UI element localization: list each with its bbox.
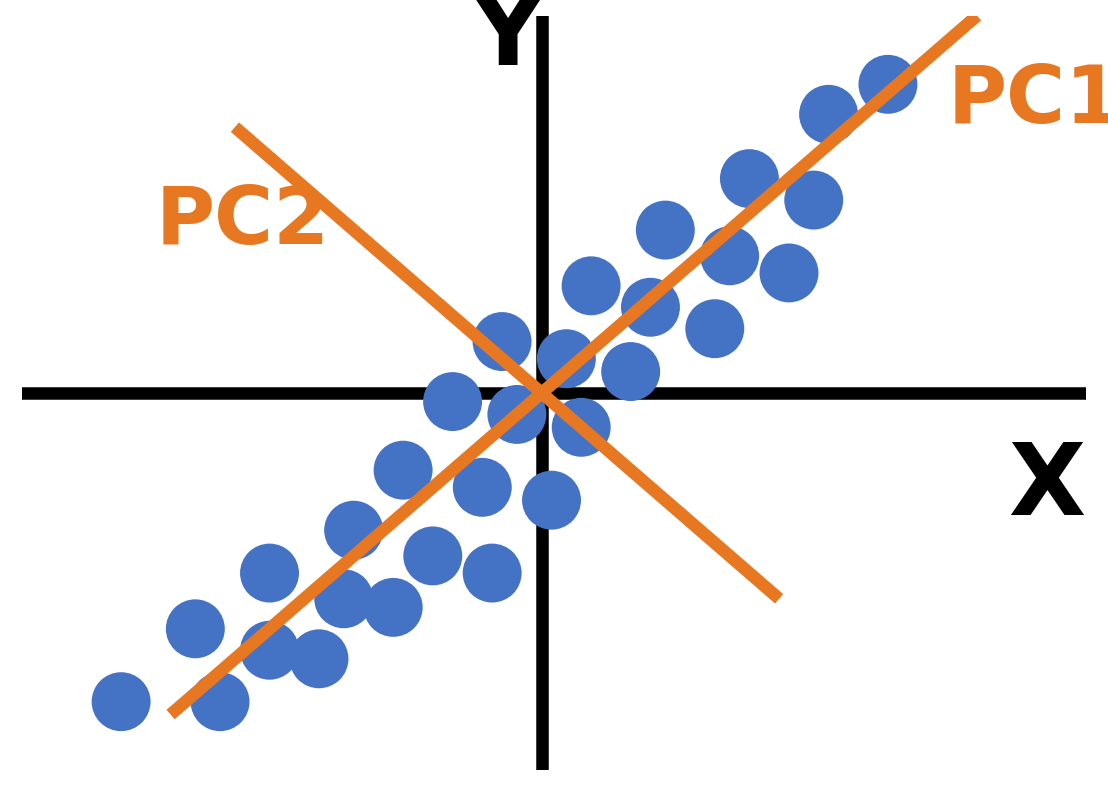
Point xyxy=(310,652,328,665)
Point xyxy=(780,266,798,279)
Text: X: X xyxy=(1007,439,1085,536)
Text: PC2: PC2 xyxy=(156,182,330,260)
Point xyxy=(804,194,822,207)
Point xyxy=(706,322,724,335)
Point xyxy=(740,172,758,185)
Point xyxy=(543,494,561,506)
Point xyxy=(493,336,511,348)
Point xyxy=(260,644,278,656)
Point xyxy=(879,78,896,90)
Point xyxy=(656,224,674,237)
Point xyxy=(483,567,501,579)
Point xyxy=(424,549,442,562)
Text: PC1: PC1 xyxy=(947,62,1108,141)
Point xyxy=(335,593,352,605)
Point xyxy=(820,108,838,120)
Point xyxy=(622,365,639,378)
Point xyxy=(473,481,491,494)
Point xyxy=(112,696,130,708)
Point xyxy=(557,352,575,365)
Point xyxy=(345,524,362,537)
Point xyxy=(384,601,402,614)
Point xyxy=(260,567,278,579)
Point xyxy=(582,280,599,292)
Text: Y: Y xyxy=(471,0,543,86)
Point xyxy=(642,301,659,314)
Point xyxy=(394,464,412,476)
Point xyxy=(443,395,461,408)
Point xyxy=(212,696,229,708)
Point xyxy=(186,623,204,635)
Point xyxy=(509,408,526,421)
Point xyxy=(721,249,739,262)
Point xyxy=(573,421,591,434)
